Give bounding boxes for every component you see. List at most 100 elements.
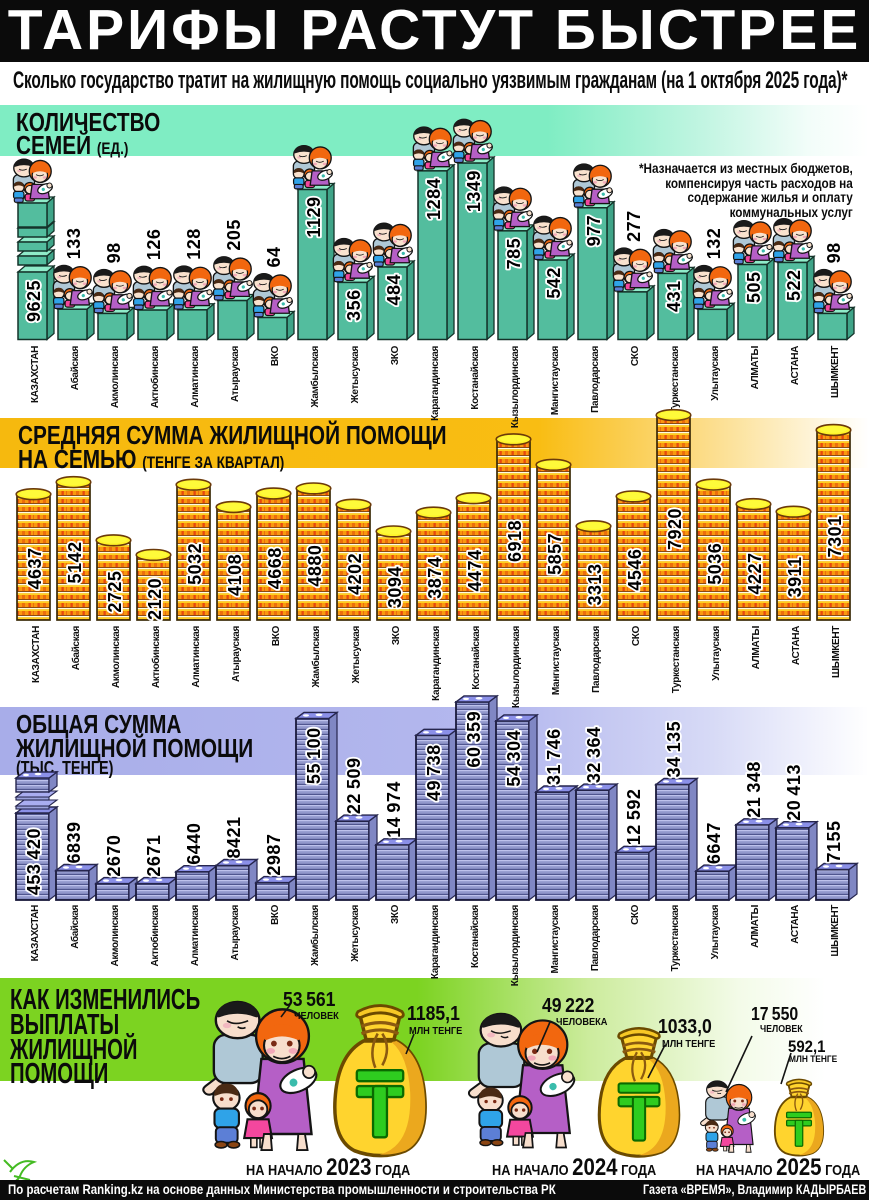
svg-text:Кызылординская: Кызылординская — [511, 625, 522, 708]
svg-text:АЛМАТЫ: АЛМАТЫ — [750, 345, 761, 389]
svg-text:ВКО: ВКО — [270, 904, 281, 925]
svg-text:Абайская: Абайская — [70, 625, 82, 670]
svg-text:Жамбылская: Жамбылская — [310, 625, 322, 688]
svg-text:Туркестанская: Туркестанская — [670, 345, 681, 413]
svg-text:55 100: 55 100 — [304, 727, 324, 784]
svg-text:785: 785 — [504, 238, 524, 270]
svg-text:205: 205 — [224, 219, 244, 251]
svg-text:Атырауская: Атырауская — [231, 625, 242, 682]
svg-text:КАЗАХСТАН: КАЗАХСТАН — [30, 905, 41, 962]
svg-text:Жетысуская: Жетысуская — [350, 345, 361, 404]
svg-text:Мангистауская: Мангистауская — [550, 904, 561, 973]
svg-text:5032: 5032 — [185, 543, 205, 585]
svg-text:АСТАНА: АСТАНА — [790, 905, 801, 944]
svg-text:977: 977 — [584, 215, 604, 247]
svg-text:СКО: СКО — [631, 625, 642, 646]
svg-text:ШЫМКЕНТ: ШЫМКЕНТ — [831, 625, 842, 678]
svg-text:31 746: 31 746 — [544, 728, 564, 785]
svg-text:Абайская: Абайская — [69, 345, 81, 390]
svg-text:128: 128 — [184, 228, 204, 260]
svg-text:7155: 7155 — [824, 820, 844, 862]
svg-text:49 738: 49 738 — [424, 744, 444, 801]
svg-text:277: 277 — [624, 210, 644, 242]
svg-text:1129: 1129 — [304, 197, 324, 238]
svg-text:522: 522 — [784, 270, 804, 302]
svg-text:4880: 4880 — [305, 545, 325, 587]
svg-text:АЛМАТЫ: АЛМАТЫ — [751, 625, 762, 669]
svg-text:Павлодарская: Павлодарская — [591, 625, 602, 692]
svg-text:2670: 2670 — [104, 835, 124, 877]
svg-text:Алматинская: Алматинская — [190, 904, 201, 966]
svg-text:Актюбинская: Актюбинская — [149, 904, 161, 966]
svg-text:98: 98 — [824, 242, 844, 263]
svg-text:Алматинская: Алматинская — [191, 625, 202, 687]
svg-text:Кызылординская: Кызылординская — [510, 904, 521, 986]
svg-text:2120: 2120 — [145, 578, 165, 620]
svg-text:Жетысуская: Жетысуская — [350, 904, 361, 962]
svg-text:7301: 7301 — [825, 515, 845, 557]
svg-text:4108: 4108 — [225, 554, 245, 596]
svg-text:Акмолинская: Акмолинская — [111, 625, 122, 688]
svg-text:453 420: 453 420 — [24, 828, 44, 895]
svg-text:Актюбинская: Актюбинская — [149, 345, 161, 408]
svg-text:АСТАНА: АСТАНА — [790, 345, 801, 385]
svg-text:Актюбинская: Актюбинская — [150, 625, 162, 688]
svg-text:5142: 5142 — [65, 541, 85, 583]
svg-text:Жамбылская: Жамбылская — [309, 904, 321, 966]
svg-text:СКО: СКО — [630, 345, 641, 366]
svg-text:Жамбылская: Жамбылская — [309, 345, 321, 408]
svg-text:484: 484 — [384, 274, 404, 306]
svg-text:133: 133 — [64, 228, 84, 260]
svg-text:ВКО: ВКО — [270, 345, 281, 366]
svg-text:6647: 6647 — [704, 822, 724, 864]
svg-text:ВКО: ВКО — [271, 625, 282, 646]
svg-text:4227: 4227 — [745, 553, 765, 595]
svg-text:Туркестанская: Туркестанская — [670, 904, 681, 971]
svg-text:54 304: 54 304 — [504, 730, 524, 787]
svg-text:6918: 6918 — [505, 520, 525, 562]
svg-text:505: 505 — [744, 272, 764, 304]
svg-text:64: 64 — [264, 246, 284, 267]
svg-text:20 413: 20 413 — [784, 764, 804, 821]
svg-text:Алматинская: Алматинская — [190, 345, 201, 407]
svg-text:КАЗАХСТАН: КАЗАХСТАН — [30, 346, 41, 403]
svg-text:12 592: 12 592 — [624, 789, 644, 846]
svg-text:Кызылординская: Кызылординская — [510, 345, 521, 428]
svg-text:5857: 5857 — [545, 533, 565, 575]
svg-text:АСТАНА: АСТАНА — [791, 625, 802, 665]
svg-text:Улытауская: Улытауская — [710, 904, 721, 959]
svg-text:Костанайская: Костанайская — [470, 904, 481, 968]
svg-text:3313: 3313 — [585, 564, 605, 606]
svg-text:9625: 9625 — [24, 280, 44, 322]
svg-text:Жетысуская: Жетысуская — [351, 625, 362, 684]
svg-text:Костанайская: Костанайская — [470, 345, 481, 409]
svg-text:Павлодарская: Павлодарская — [590, 345, 601, 412]
svg-text:3094: 3094 — [385, 566, 405, 608]
svg-text:14 974: 14 974 — [384, 781, 404, 838]
svg-text:Карагандинская: Карагандинская — [431, 625, 442, 700]
svg-text:32 364: 32 364 — [584, 726, 604, 783]
svg-text:Улытауская: Улытауская — [710, 345, 721, 400]
svg-text:СКО: СКО — [630, 904, 641, 925]
svg-text:6440: 6440 — [184, 823, 204, 865]
svg-text:АЛМАТЫ: АЛМАТЫ — [750, 904, 761, 948]
svg-text:Атырауская: Атырауская — [230, 345, 241, 402]
svg-text:431: 431 — [664, 280, 684, 312]
svg-text:КАЗАХСТАН: КАЗАХСТАН — [31, 626, 42, 683]
svg-text:5036: 5036 — [705, 543, 725, 585]
svg-text:542: 542 — [544, 267, 564, 299]
svg-text:4474: 4474 — [465, 550, 485, 592]
svg-text:ШЫМКЕНТ: ШЫМКЕНТ — [830, 345, 841, 398]
svg-text:Абайская: Абайская — [69, 904, 81, 948]
svg-text:98: 98 — [104, 242, 124, 263]
svg-text:1284: 1284 — [424, 178, 444, 220]
svg-text:Акмолинская: Акмолинская — [110, 345, 121, 408]
svg-text:2987: 2987 — [264, 834, 284, 876]
svg-text:6839: 6839 — [64, 821, 84, 863]
svg-text:ШЫМКЕНТ: ШЫМКЕНТ — [830, 905, 841, 957]
svg-text:4668: 4668 — [265, 547, 285, 589]
svg-text:356: 356 — [344, 289, 364, 321]
svg-text:Туркестанская: Туркестанская — [671, 625, 682, 693]
svg-text:2725: 2725 — [105, 571, 125, 613]
svg-text:1349: 1349 — [464, 170, 484, 212]
